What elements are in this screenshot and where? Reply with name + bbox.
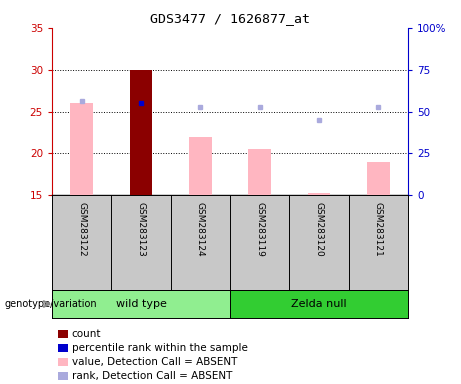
Text: GSM283121: GSM283121 [374,202,383,257]
Title: GDS3477 / 1626877_at: GDS3477 / 1626877_at [150,12,310,25]
Bar [71,103,93,195]
Text: wild type: wild type [116,299,166,309]
Text: GSM283119: GSM283119 [255,202,264,257]
Text: percentile rank within the sample: percentile rank within the sample [72,343,248,353]
Text: GSM283122: GSM283122 [77,202,86,256]
Bar [52,290,230,318]
Text: GSM283120: GSM283120 [314,202,324,257]
Bar [248,149,271,195]
Bar [130,70,152,195]
Text: value, Detection Call = ABSENT: value, Detection Call = ABSENT [72,357,237,367]
Text: rank, Detection Call = ABSENT: rank, Detection Call = ABSENT [72,371,232,381]
Text: Zelda null: Zelda null [291,299,347,309]
Bar [308,193,330,195]
Bar [230,290,408,318]
Text: GSM283123: GSM283123 [136,202,146,257]
Bar [189,137,212,195]
Text: genotype/variation: genotype/variation [5,299,97,309]
Text: GSM283124: GSM283124 [196,202,205,256]
Text: count: count [72,329,101,339]
Bar [367,162,390,195]
